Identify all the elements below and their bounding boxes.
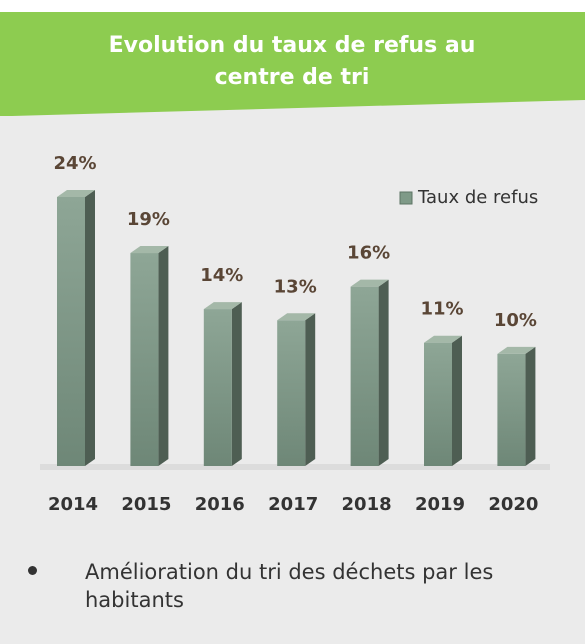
bar xyxy=(424,335,462,466)
legend-swatch xyxy=(399,191,413,205)
header-band xyxy=(12,12,585,116)
bullet xyxy=(28,566,37,575)
x-tick-label: 2015 xyxy=(121,494,171,515)
value-label: 14% xyxy=(200,265,243,286)
bar-front xyxy=(424,342,452,466)
bar-side xyxy=(452,335,462,466)
bar-top xyxy=(130,246,169,254)
bar-side xyxy=(305,313,316,466)
bar-front xyxy=(203,309,232,466)
bar xyxy=(350,279,389,466)
bar-front xyxy=(130,253,159,466)
bar-top xyxy=(424,335,462,343)
bar xyxy=(57,190,95,466)
bar-top xyxy=(277,313,316,321)
bar xyxy=(203,302,242,466)
value-label: 11% xyxy=(420,299,463,320)
bar-top xyxy=(350,279,389,287)
legend-label: Taux de refus xyxy=(417,187,538,208)
value-label: 19% xyxy=(127,209,170,230)
x-tick-label: 2018 xyxy=(342,494,392,515)
floor xyxy=(40,464,550,470)
bar-front xyxy=(57,197,85,466)
bar-top xyxy=(497,346,536,354)
bar-side xyxy=(378,279,389,466)
bar-side xyxy=(525,346,536,466)
x-tick-label: 2017 xyxy=(268,494,318,515)
chart-title: Evolution du taux de refus au centre de … xyxy=(108,33,476,90)
value-label: 24% xyxy=(53,153,96,174)
value-label: 10% xyxy=(494,310,537,331)
bar-side xyxy=(158,246,169,466)
top-strip xyxy=(0,0,585,12)
x-tick-label: 2019 xyxy=(415,494,465,515)
bar-side xyxy=(85,190,95,466)
bar xyxy=(130,246,169,466)
x-tick-label: 2020 xyxy=(488,494,538,515)
bar-top xyxy=(57,190,95,197)
x-tick-label: 2014 xyxy=(48,494,98,515)
bar-side xyxy=(231,302,242,466)
bar-front xyxy=(277,320,306,466)
value-label: 16% xyxy=(347,243,390,264)
bar xyxy=(277,313,316,466)
header-band-edge xyxy=(0,12,12,116)
bar xyxy=(497,346,536,466)
bar-top xyxy=(203,302,242,310)
value-label: 13% xyxy=(274,276,317,297)
bar-front xyxy=(497,353,526,466)
annotation: Amélioration du tri des déchets par les … xyxy=(85,560,494,612)
bar-front xyxy=(350,286,379,466)
x-tick-label: 2016 xyxy=(195,494,245,515)
